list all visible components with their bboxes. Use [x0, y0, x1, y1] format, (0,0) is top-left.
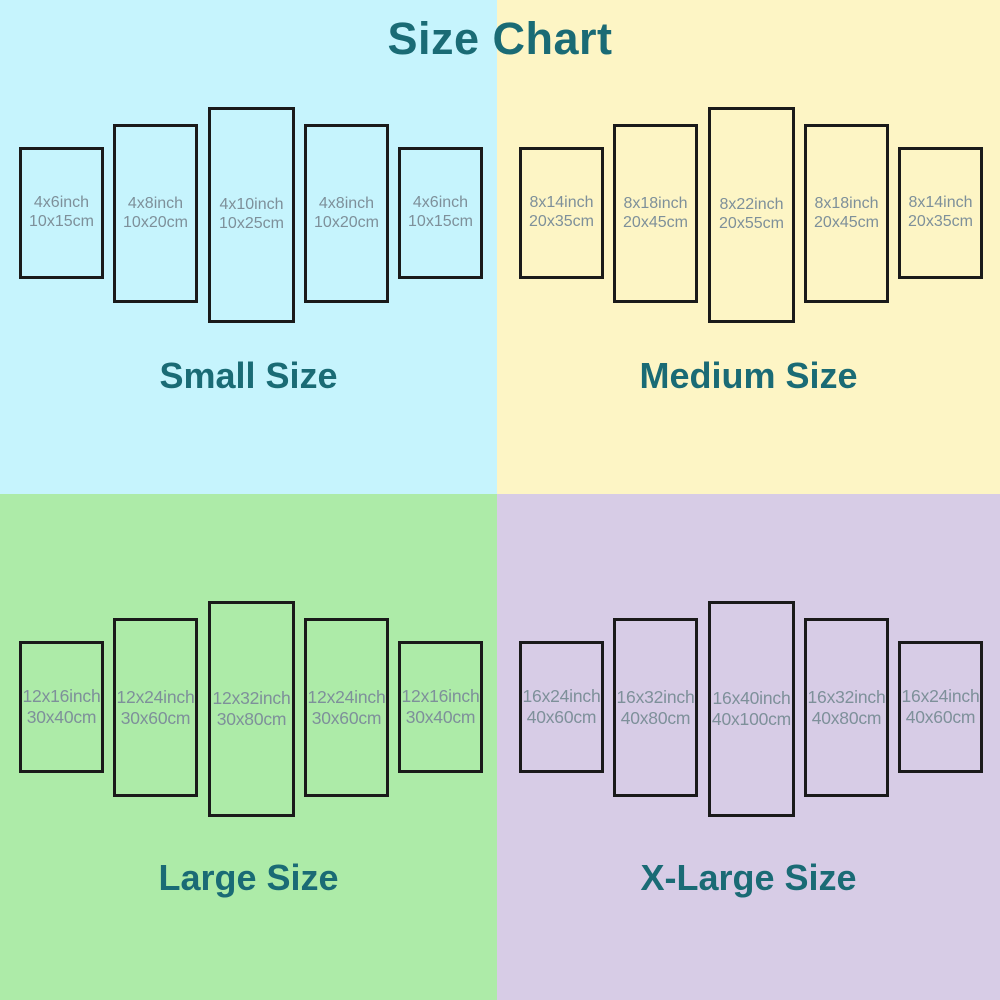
panel-size-inches: 16x24inch — [522, 686, 601, 707]
panel-size-cm: 40x100cm — [711, 709, 792, 729]
canvas-panel[interactable]: 16x40inch 40x100cm — [708, 601, 795, 817]
quadrant-background-xlarge — [497, 494, 1000, 1000]
size-group-large: 12x16inch 30x40cm 12x24inch 30x60cm 12x32inc… — [0, 494, 497, 1000]
panel-size-inches: 12x24inch — [116, 686, 195, 707]
panel-size-cm: 20x35cm — [529, 213, 594, 230]
panel-size-inches: 4x6inch — [33, 194, 90, 212]
size-group-heading: Small Size — [159, 355, 338, 396]
page-title: Size Chart — [387, 13, 613, 64]
panel-size-inches: 4x8inch — [318, 194, 375, 212]
panel-size-label: 12x24inch 30x60cm — [308, 687, 386, 728]
panel-size-inches: 8x18inch — [814, 194, 879, 212]
panel-size-inches: 16x32inch — [616, 686, 695, 707]
canvas-panel[interactable]: 4x8inch 10x20cm — [113, 124, 198, 303]
canvas-panel[interactable]: 16x32inch 40x80cm — [804, 618, 889, 797]
panel-row: 16x24inch 40x60cm 16x32inch 40x80cm 16x40inc… — [497, 494, 1000, 1000]
panel-size-cm: 30x60cm — [311, 707, 382, 728]
panel-size-cm: 10x15cm — [408, 213, 473, 230]
panel-size-inches: 4x8inch — [127, 194, 184, 212]
panel-size-label: 4x6inch 10x15cm — [408, 194, 473, 232]
size-group-medium: 8x14inch 20x35cm 8x18inch 20x45cm 8x22inch 20… — [497, 0, 1000, 494]
panel-size-cm: 40x60cm — [905, 707, 976, 727]
canvas-panel[interactable]: 12x16inch 30x40cm — [398, 641, 483, 773]
panel-size-label: 4x10inch 10x25cm — [219, 196, 284, 234]
size-group-heading: Large Size — [158, 857, 339, 898]
canvas-panel[interactable]: 4x6inch 10x15cm — [398, 147, 483, 279]
panel-size-inches: 16x24inch — [901, 686, 980, 707]
panel-size-label: 16x24inch 40x60cm — [902, 686, 980, 727]
canvas-panel[interactable]: 12x24inch 30x60cm — [113, 618, 198, 797]
panel-size-inches: 12x16inch — [22, 686, 101, 707]
panel-size-inches: 4x10inch — [219, 196, 284, 214]
quadrant-background-medium — [497, 0, 1000, 494]
panel-size-cm: 40x80cm — [811, 707, 882, 728]
panel-size-label: 4x6inch 10x15cm — [29, 194, 94, 232]
size-group-xlarge: 16x24inch 40x60cm 16x32inch 40x80cm 16x40inc… — [497, 494, 1000, 1000]
panel-size-inches: 8x14inch — [908, 194, 973, 212]
canvas-panel[interactable]: 8x18inch 20x45cm — [804, 124, 889, 303]
panel-size-cm: 10x25cm — [219, 215, 284, 232]
panel-size-cm: 20x55cm — [719, 215, 784, 232]
panel-size-cm: 30x80cm — [216, 709, 287, 729]
canvas-panel[interactable]: 16x32inch 40x80cm — [613, 618, 698, 797]
panel-size-cm: 10x20cm — [123, 213, 188, 231]
panel-size-label: 16x32inch 40x80cm — [617, 687, 695, 728]
quadrant-background-large — [0, 494, 497, 1000]
panel-size-label: 8x14inch 20x35cm — [908, 194, 973, 232]
canvas-panel[interactable]: 4x10inch 10x25cm — [208, 107, 295, 323]
panel-size-cm: 20x45cm — [623, 213, 688, 231]
panel-size-label: 8x14inch 20x35cm — [529, 194, 594, 232]
canvas-panel[interactable]: 8x18inch 20x45cm — [613, 124, 698, 303]
canvas-panel[interactable]: 12x24inch 30x60cm — [304, 618, 389, 797]
panel-size-label: 4x8inch 10x20cm — [123, 195, 188, 233]
size-group-small: 4x6inch 10x15cm 4x8inch 10x20cm 4x10inch 10x2… — [0, 0, 497, 494]
panel-size-cm: 30x40cm — [26, 707, 97, 727]
panel-size-inches: 8x18inch — [623, 194, 688, 212]
panel-size-inches: 12x24inch — [307, 686, 386, 707]
panel-size-cm: 30x60cm — [120, 707, 191, 728]
panel-size-cm: 40x80cm — [620, 707, 691, 728]
panel-size-label: 8x22inch 20x55cm — [719, 196, 784, 234]
canvas-panel[interactable]: 8x22inch 20x55cm — [708, 107, 795, 323]
panel-size-inches: 12x32inch — [212, 688, 291, 709]
canvas-panel[interactable]: 4x6inch 10x15cm — [19, 147, 104, 279]
panel-size-cm: 10x15cm — [29, 213, 94, 230]
canvas-panel[interactable]: 16x24inch 40x60cm — [898, 641, 983, 773]
canvas-panel[interactable]: 16x24inch 40x60cm — [519, 641, 604, 773]
panel-size-cm: 20x45cm — [814, 213, 879, 231]
canvas-panel[interactable]: 12x16inch 30x40cm — [19, 641, 104, 773]
panel-size-inches: 16x32inch — [807, 686, 886, 707]
quadrant-background-small — [0, 0, 497, 494]
panel-size-inches: 8x22inch — [719, 196, 784, 214]
panel-size-inches: 4x6inch — [412, 194, 469, 212]
panel-size-label: 12x16inch 30x40cm — [402, 686, 480, 727]
panel-size-label: 12x24inch 30x60cm — [117, 687, 195, 728]
panel-size-label: 16x32inch 40x80cm — [808, 687, 886, 728]
canvas-panel[interactable]: 8x14inch 20x35cm — [519, 147, 604, 279]
panel-size-inches: 16x40inch — [712, 688, 791, 709]
panel-size-inches: 8x14inch — [529, 194, 594, 212]
panel-size-label: 8x18inch 20x45cm — [623, 195, 688, 233]
panel-size-label: 8x18inch 20x45cm — [814, 195, 879, 233]
panel-size-cm: 40x60cm — [526, 707, 597, 727]
panel-row: 4x6inch 10x15cm 4x8inch 10x20cm 4x10inch 10x2… — [0, 0, 497, 494]
panel-row: 8x14inch 20x35cm 8x18inch 20x45cm 8x22inch 20… — [497, 0, 1000, 494]
panel-size-label: 16x24inch 40x60cm — [523, 686, 601, 727]
size-group-heading: X-Large Size — [640, 857, 857, 898]
size-group-heading: Medium Size — [639, 355, 858, 396]
panel-size-cm: 10x20cm — [314, 213, 379, 231]
panel-size-label: 4x8inch 10x20cm — [314, 195, 379, 233]
panel-size-label: 16x40inch 40x100cm — [712, 688, 791, 729]
canvas-panel[interactable]: 12x32inch 30x80cm — [208, 601, 295, 817]
panel-size-cm: 20x35cm — [908, 213, 973, 230]
panel-size-label: 12x16inch 30x40cm — [23, 686, 101, 727]
canvas-panel[interactable]: 8x14inch 20x35cm — [898, 147, 983, 279]
canvas-panel[interactable]: 4x8inch 10x20cm — [304, 124, 389, 303]
panel-size-cm: 30x40cm — [405, 707, 476, 727]
panel-size-label: 12x32inch 30x80cm — [213, 688, 291, 729]
panel-row: 12x16inch 30x40cm 12x24inch 30x60cm 12x32inc… — [0, 494, 497, 1000]
panel-size-inches: 12x16inch — [401, 686, 480, 707]
